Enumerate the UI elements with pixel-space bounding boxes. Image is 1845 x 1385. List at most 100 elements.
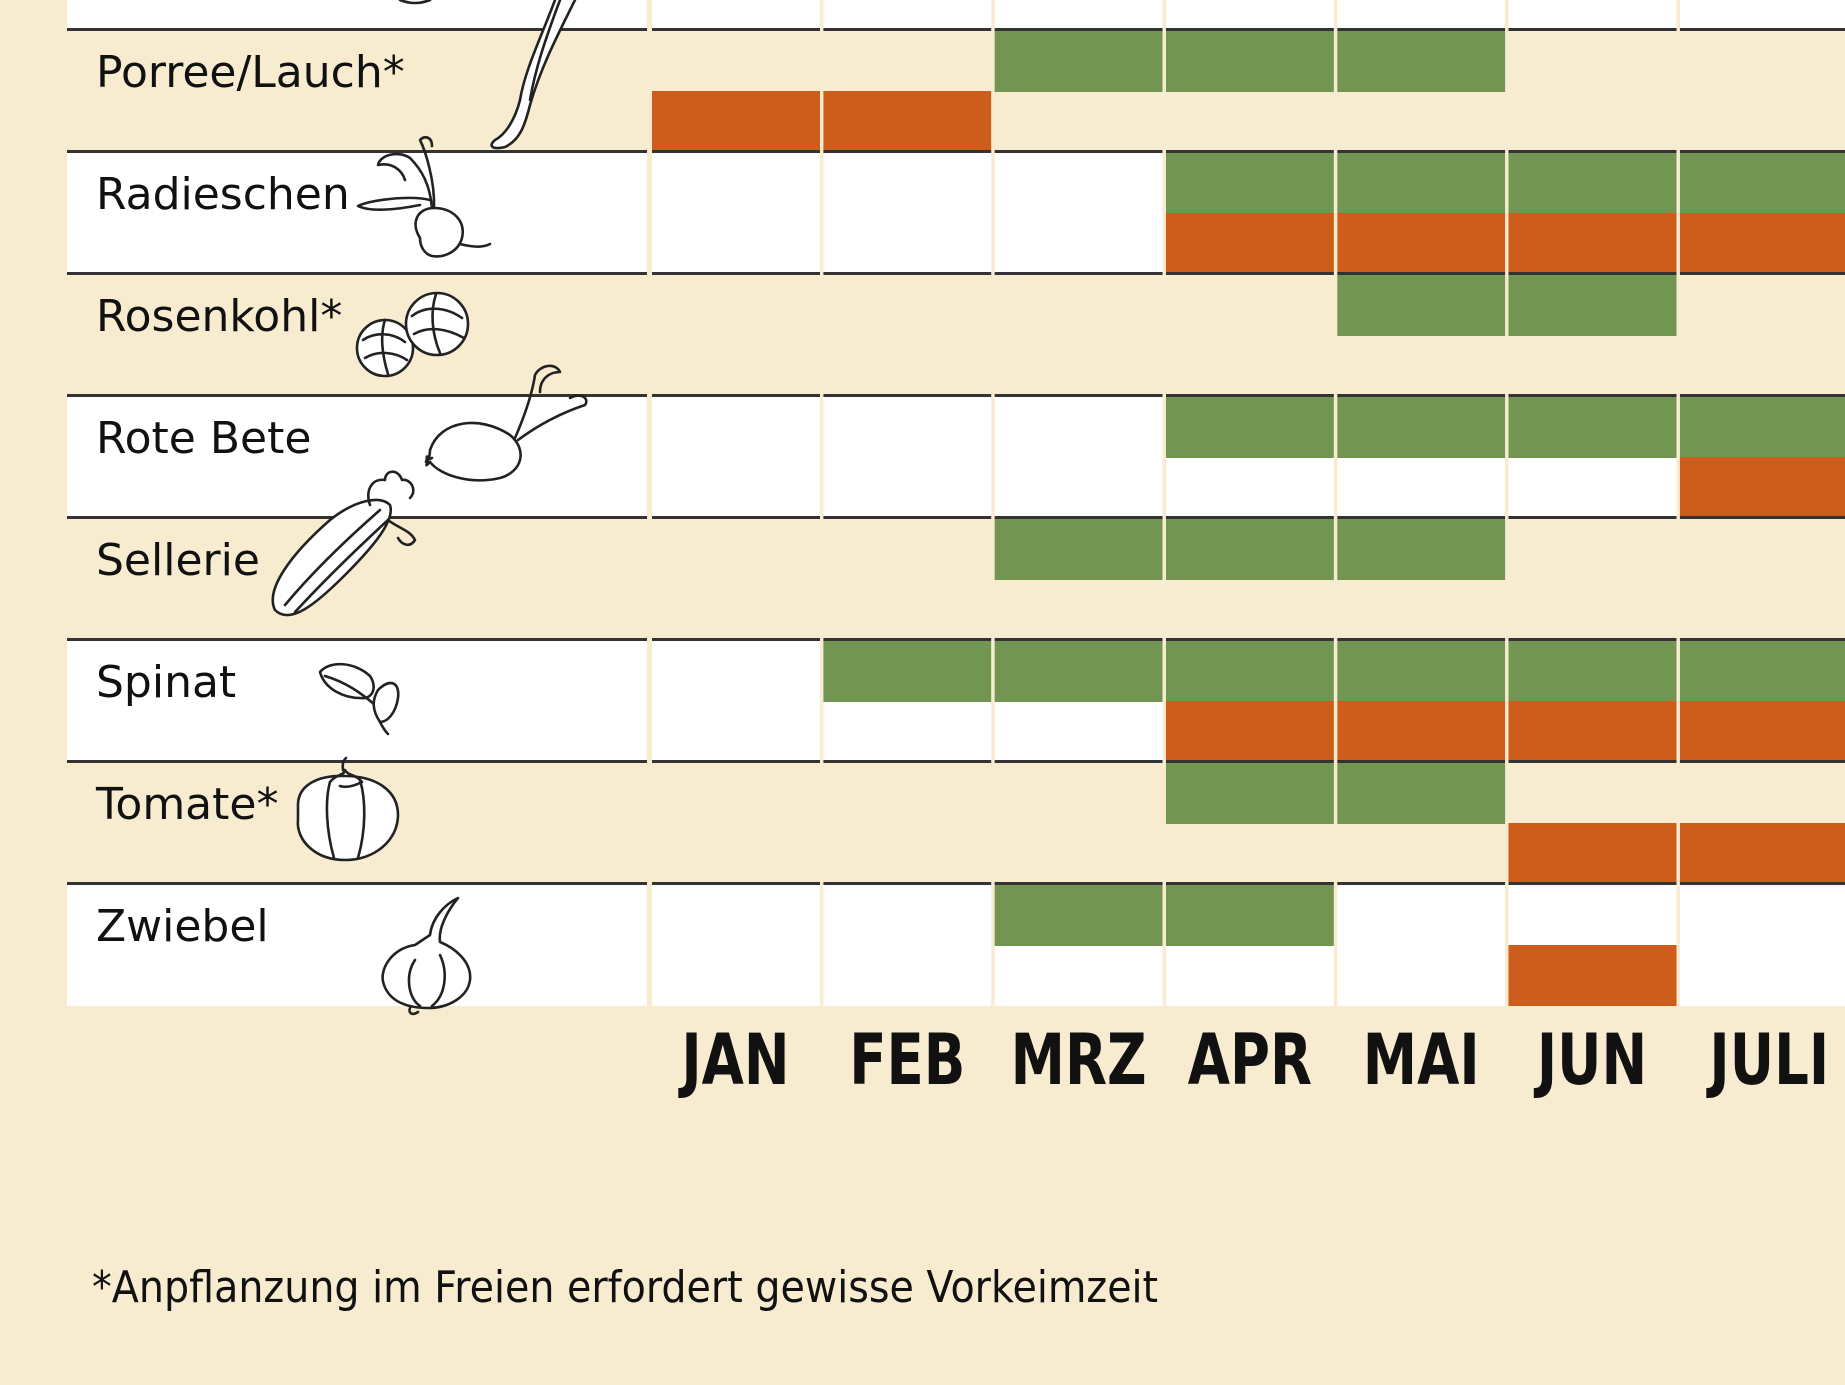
- month-label: FEB: [849, 1019, 965, 1100]
- row-divider: [994, 150, 1163, 153]
- beetroot-icon: [424, 364, 588, 482]
- leek-icon: [398, 0, 577, 150]
- row-divider: [67, 394, 647, 397]
- row-divider: [67, 882, 647, 885]
- row-divider: [994, 272, 1163, 275]
- bar-orange: [1165, 213, 1334, 274]
- row-divider: [1679, 638, 1845, 641]
- bar-green: [1508, 153, 1677, 214]
- row-label: Rosenkohl*: [96, 291, 342, 342]
- bar-orange: [1679, 701, 1845, 762]
- row-divider: [823, 272, 992, 275]
- row-divider: [1508, 516, 1677, 519]
- row-background: [67, 640, 647, 762]
- row-divider: [823, 516, 992, 519]
- spinach-icon: [318, 662, 400, 736]
- bar-green: [994, 519, 1163, 580]
- row-divider: [652, 272, 820, 275]
- bar-green: [1679, 641, 1845, 702]
- row-divider: [1508, 394, 1677, 397]
- row-divider: [1337, 760, 1506, 763]
- bar-green: [1337, 275, 1506, 336]
- row-label: Spinat: [96, 657, 236, 708]
- cell-background: [994, 152, 1163, 274]
- cell-background: [652, 152, 820, 274]
- row-divider: [1679, 882, 1845, 885]
- column-gap: [647, 0, 652, 1006]
- row-label: Radieschen: [96, 169, 350, 220]
- bar-green: [1337, 519, 1506, 580]
- row-divider: [1337, 150, 1506, 153]
- month-label: JULI: [1706, 1019, 1829, 1100]
- row-label: Rote Bete: [96, 413, 311, 464]
- row-divider: [1165, 272, 1334, 275]
- cell-background: [652, 884, 820, 1006]
- row-divider: [652, 516, 820, 519]
- chart-icons: [271, 0, 588, 1016]
- chart-row-labels: Porree/Lauch* Radieschen Rosenkohl* Rote Be…: [95, 47, 405, 952]
- row-divider: [1337, 394, 1506, 397]
- row-divider: [1165, 760, 1334, 763]
- cell-background: [1679, 884, 1845, 1006]
- month-label: JAN: [678, 1019, 790, 1100]
- row-divider: [1679, 28, 1845, 31]
- row-divider: [994, 28, 1163, 31]
- tomato-icon: [296, 756, 400, 862]
- row-divider: [1165, 882, 1334, 885]
- cell-background: [1337, 884, 1506, 1006]
- column-gap: [1676, 0, 1680, 1006]
- column-gap: [991, 0, 995, 1006]
- celery-icon: [271, 470, 417, 617]
- month-label: MAI: [1363, 1019, 1480, 1100]
- row-divider: [67, 150, 647, 153]
- column-gap: [1333, 0, 1338, 1006]
- bar-orange: [1165, 701, 1334, 762]
- row-divider: [994, 516, 1163, 519]
- bar-green: [994, 31, 1163, 92]
- bar-orange: [1337, 701, 1506, 762]
- row-label: Sellerie: [96, 535, 260, 586]
- row-divider: [1679, 394, 1845, 397]
- row-divider: [994, 638, 1163, 641]
- row-divider: [1508, 882, 1677, 885]
- cell-background-cut: [1337, 0, 1506, 28]
- bar-orange: [1508, 701, 1677, 762]
- column-gap: [1162, 0, 1166, 1006]
- bar-green: [1165, 519, 1334, 580]
- onion-icon: [381, 896, 472, 1016]
- row-divider: [1679, 760, 1845, 763]
- row-divider: [1508, 150, 1677, 153]
- row-background: [67, 884, 647, 1006]
- row-divider: [67, 272, 647, 275]
- row-divider: [823, 760, 992, 763]
- row-divider: [67, 638, 647, 641]
- column-gap: [820, 0, 824, 1006]
- bar-green: [1508, 397, 1677, 458]
- cell-background-cut: [1508, 0, 1677, 28]
- bar-green: [823, 641, 992, 702]
- row-divider: [1165, 394, 1334, 397]
- row-divider: [652, 638, 820, 641]
- row-divider: [1508, 760, 1677, 763]
- bar-green: [1165, 763, 1334, 824]
- bar-green: [1337, 397, 1506, 458]
- bar-green: [1165, 885, 1334, 946]
- cell-background-cut: [994, 0, 1163, 28]
- row-divider: [994, 760, 1163, 763]
- row-divider: [1679, 272, 1845, 275]
- cell-background-cut: [1679, 0, 1845, 28]
- cell-background: [652, 396, 820, 518]
- row-background: [67, 396, 647, 518]
- row-divider: [1337, 516, 1506, 519]
- row-divider: [1679, 150, 1845, 153]
- radish-icon: [356, 136, 492, 258]
- bar-green: [994, 641, 1163, 702]
- row-divider: [1337, 272, 1506, 275]
- bar-orange: [652, 91, 820, 152]
- row-divider: [994, 882, 1163, 885]
- row-divider: [67, 760, 647, 763]
- bar-orange: [1679, 457, 1845, 518]
- chart-rows: [67, 0, 1845, 1006]
- row-divider: [652, 28, 820, 31]
